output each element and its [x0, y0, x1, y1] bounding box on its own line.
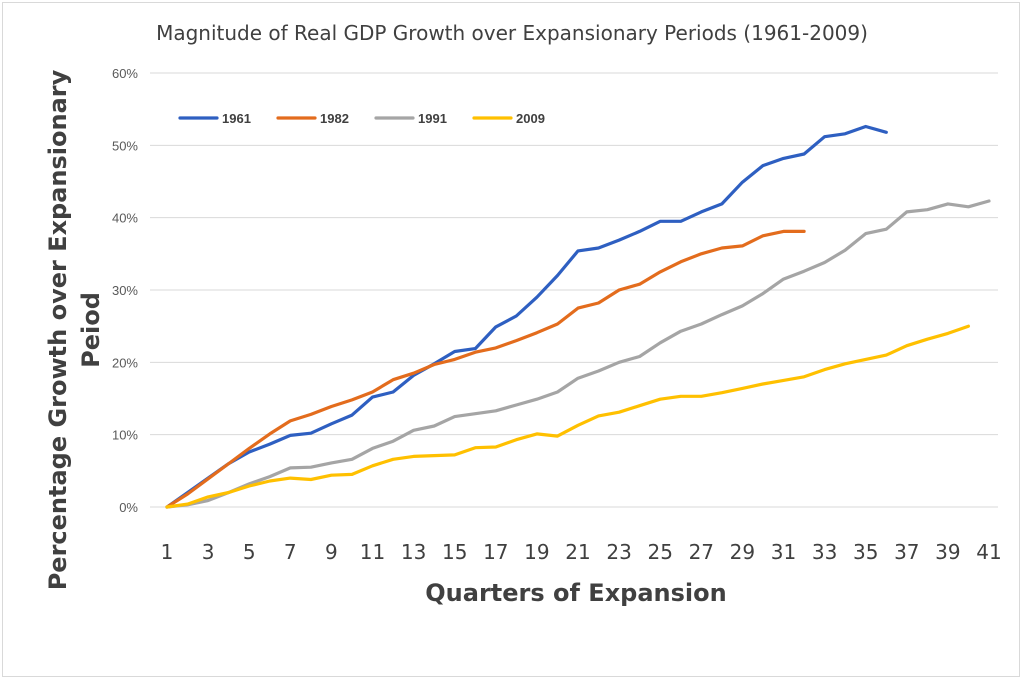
- y-tick-label: 30%: [112, 283, 138, 298]
- x-axis-ticks: 1 3 5 7 9 11 13 15 17 19 21 23 25 27 29 31 33 35 37 39 41: [161, 540, 1002, 564]
- x-tick-label: 33: [812, 540, 837, 564]
- x-tick-label: 29: [730, 540, 755, 564]
- series-line-1961: [165, 124, 888, 509]
- y-tick-label: 50%: [112, 138, 138, 153]
- legend: 1961 1982 1991 2009: [178, 111, 545, 126]
- x-tick-label: 15: [442, 540, 467, 564]
- x-tick-label: 1: [161, 540, 174, 564]
- y-axis-ticks: 0% 10% 20% 30% 40% 50% 60%: [112, 66, 138, 515]
- x-tick-label: 7: [284, 540, 297, 564]
- legend-label: 2009: [516, 111, 545, 126]
- y-tick-label: 40%: [112, 211, 138, 226]
- legend-label: 1961: [222, 111, 251, 126]
- series-line-1991: [165, 199, 991, 509]
- x-tick-label: 21: [565, 540, 590, 564]
- y-axis-label: Percentage Growth over Expansionary Peio…: [44, 69, 105, 590]
- x-tick-label: 25: [647, 540, 672, 564]
- x-tick-label: 35: [853, 540, 878, 564]
- x-tick-label: 9: [325, 540, 338, 564]
- y-axis-label-line-1: Percentage Growth over Expansionary: [44, 69, 72, 590]
- x-tick-label: 17: [483, 540, 508, 564]
- x-tick-label: 27: [689, 540, 714, 564]
- legend-label: 1991: [418, 111, 447, 126]
- legend-item-2009: 2009: [472, 111, 545, 126]
- legend-item-1982: 1982: [276, 111, 349, 126]
- x-axis-label: Quarters of Expansion: [425, 579, 726, 607]
- y-tick-label: 20%: [112, 355, 138, 370]
- x-tick-label: 19: [524, 540, 549, 564]
- series-lines: [165, 124, 991, 509]
- x-tick-label: 11: [360, 540, 385, 564]
- y-tick-label: 0%: [119, 500, 138, 515]
- legend-label: 1982: [320, 111, 349, 126]
- x-tick-label: 37: [894, 540, 919, 564]
- x-tick-label: 5: [243, 540, 256, 564]
- y-axis-label-line-2: Peiod: [77, 292, 105, 368]
- x-tick-label: 31: [771, 540, 796, 564]
- legend-item-1961: 1961: [178, 111, 251, 126]
- x-tick-label: 3: [202, 540, 215, 564]
- series-line-1982: [165, 229, 806, 509]
- chart-title: Magnitude of Real GDP Growth over Expans…: [156, 21, 868, 45]
- x-tick-label: 39: [935, 540, 960, 564]
- x-tick-label: 23: [606, 540, 631, 564]
- x-tick-label: 41: [976, 540, 1001, 564]
- x-tick-label: 13: [401, 540, 426, 564]
- series-line-2009: [165, 324, 971, 509]
- y-tick-label: 10%: [112, 428, 138, 443]
- y-tick-label: 60%: [112, 66, 138, 81]
- legend-item-1991: 1991: [374, 111, 447, 126]
